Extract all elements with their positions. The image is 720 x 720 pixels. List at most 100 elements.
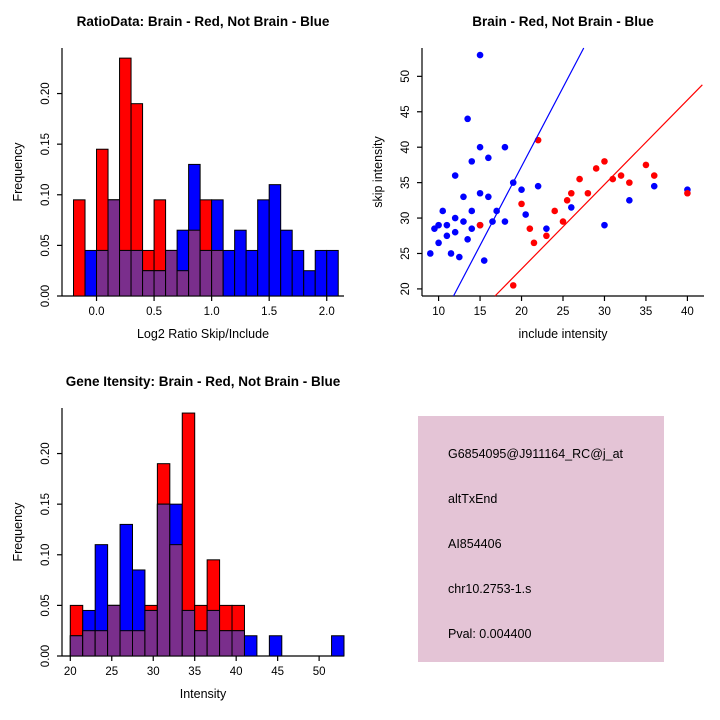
hist-bar-overlap <box>144 609 158 657</box>
scatter-point <box>464 236 471 243</box>
scatter-point <box>493 207 500 215</box>
scatter-point <box>526 225 534 232</box>
x-tick-label: 25 <box>557 306 570 318</box>
scatter-point <box>460 193 467 201</box>
hist-bar-not-brain <box>245 249 259 297</box>
hist-bar-overlap <box>219 630 233 657</box>
x-tick-label: 2.0 <box>319 306 335 318</box>
scatter-point <box>509 282 517 289</box>
hist-bar-overlap <box>82 630 96 657</box>
scatter-point <box>476 51 484 59</box>
scatter-point <box>443 221 451 229</box>
x-axis-title: include intensity <box>519 327 609 341</box>
hist-bar-overlap <box>181 609 196 657</box>
pval-text: Pval: 0.004400 <box>448 627 531 641</box>
scatter-point <box>476 143 484 151</box>
hist-bar-overlap <box>96 249 109 297</box>
x-tick-label: 1.0 <box>204 306 220 318</box>
x-tick-label: 0.5 <box>146 306 162 318</box>
scatter-point <box>435 239 442 247</box>
hist-bar-overlap <box>132 630 146 657</box>
scatter-point <box>543 232 550 240</box>
hist-bar-overlap <box>94 630 109 657</box>
panel-title: RatioData: Brain - Red, Not Brain - Blue <box>77 14 330 29</box>
scatter-point <box>451 172 459 179</box>
hist-bar-overlap <box>119 630 133 657</box>
y-tick-label: 45 <box>400 105 412 118</box>
scatter-point <box>439 207 447 215</box>
y-axis-title: skip intensity <box>371 135 385 207</box>
x-tick-label: 20 <box>515 306 528 318</box>
scatter-point <box>584 189 592 197</box>
scatter-point <box>485 154 492 162</box>
scatter-point <box>522 211 529 218</box>
panel-title: Gene Itensity: Brain - Red, Not Brain - … <box>66 374 341 389</box>
intensity-scatter-panel: Brain - Red, Not Brain - Blue 10 15 20 25 30 3… <box>371 14 704 341</box>
scatter-point <box>534 182 542 190</box>
info-line: chr10.2753-1.s <box>448 582 531 596</box>
y-tick-label: 40 <box>400 141 412 154</box>
scatter-point <box>626 179 633 186</box>
y-tick-label: 0.00 <box>40 645 52 667</box>
hist-bar-brain <box>73 199 86 297</box>
scatter-point <box>559 218 567 225</box>
scatter-point <box>451 228 459 236</box>
hist-bar-not-brain <box>257 199 270 297</box>
scatter-point <box>460 218 467 225</box>
y-tick-label: 25 <box>400 247 412 260</box>
hist-bar-not-brain <box>243 635 258 657</box>
fit-lines <box>452 47 703 297</box>
x-tick-label: 30 <box>147 666 160 678</box>
hist-bar-overlap <box>165 249 178 297</box>
y-tick-label: 0.15 <box>40 133 52 155</box>
y-tick-label: 0.05 <box>40 594 52 616</box>
hist-bar-overlap <box>107 199 121 297</box>
scatter-point <box>563 197 571 204</box>
y-tick-label: 0.05 <box>40 234 52 256</box>
scatter-point <box>567 189 575 197</box>
scatter-point <box>530 239 538 247</box>
x-tick-label: 35 <box>188 666 201 678</box>
x-tick-label: 0.0 <box>89 306 105 318</box>
x-axis-title: Log2 Ratio Skip/Include <box>137 327 269 341</box>
scatter-point <box>601 221 608 229</box>
scatter-point <box>451 214 459 222</box>
scatter-point <box>543 225 550 232</box>
hist-bar-not-brain <box>291 249 305 297</box>
scatter-point <box>592 165 600 172</box>
scatter-point <box>642 161 650 169</box>
scatter-point <box>447 250 455 257</box>
hist-bar-not-brain <box>268 635 283 657</box>
hist-bar-overlap <box>107 604 121 657</box>
scatter-point <box>626 197 633 204</box>
hist-bar-not-brain <box>234 229 247 297</box>
info-line: AI854406 <box>448 537 502 551</box>
hist-bar-overlap <box>199 249 213 297</box>
x-tick-label: 50 <box>313 666 326 678</box>
histogram-bars <box>73 57 339 297</box>
hist-bar-overlap <box>156 503 171 657</box>
y-tick-label: 0.20 <box>40 442 52 464</box>
hist-bar-not-brain <box>331 635 345 657</box>
scatter-point <box>518 186 525 194</box>
y-tick-label: 0.10 <box>40 544 52 566</box>
hist-bar-overlap <box>211 249 224 297</box>
x-axis-title: Intensity <box>180 687 227 701</box>
hist-bar-not-brain <box>303 270 316 297</box>
y-axis-title: Frequency <box>11 142 25 202</box>
hist-bar-not-brain <box>326 249 339 297</box>
info-box <box>418 416 664 662</box>
scatter-point <box>617 172 625 179</box>
x-tick-label: 35 <box>640 306 653 318</box>
hist-bar-overlap <box>194 630 208 657</box>
y-tick-label: 0.10 <box>40 184 52 206</box>
hist-bar-overlap <box>206 609 221 657</box>
fit-line <box>452 47 585 297</box>
scatter-point <box>468 158 476 165</box>
scatter-point <box>468 225 476 232</box>
hist-bar-overlap <box>69 635 84 657</box>
hist-bar-overlap <box>119 249 132 297</box>
hist-bar-overlap <box>176 270 190 297</box>
scatter-point <box>650 172 658 179</box>
